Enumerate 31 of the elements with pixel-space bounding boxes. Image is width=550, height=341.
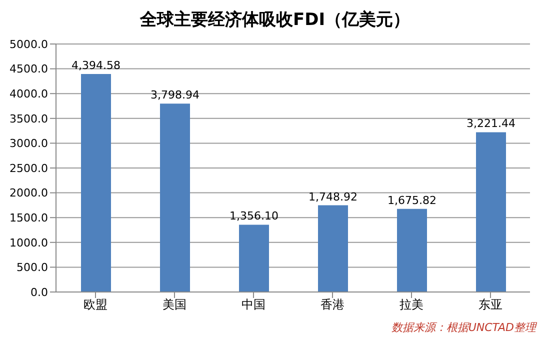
x-tick-label: 东亚 bbox=[478, 298, 502, 312]
y-tick-label: 4000.0 bbox=[10, 88, 48, 101]
y-tick-label: 2000.0 bbox=[10, 186, 48, 200]
bar bbox=[318, 205, 348, 292]
source-note: 数据来源：根据UNCTAD整理 bbox=[391, 320, 536, 335]
bar bbox=[397, 208, 427, 292]
data-label: 3,798.94 bbox=[150, 88, 200, 102]
y-tick-label: 4500.0 bbox=[10, 62, 48, 76]
bar bbox=[160, 104, 190, 292]
x-tick-label: 欧盟 bbox=[84, 298, 108, 312]
x-tick-label: 中国 bbox=[242, 298, 266, 312]
data-label: 1,675.82 bbox=[388, 194, 436, 207]
data-label: 3,221.44 bbox=[466, 117, 516, 130]
y-tick-label: 1500.0 bbox=[10, 212, 48, 225]
chart-title: 全球主要经济体吸收FDI（亿美元） bbox=[138, 9, 412, 32]
x-tick-label: 香港 bbox=[320, 298, 344, 312]
bar bbox=[476, 132, 506, 292]
y-tick-label: 3000.0 bbox=[10, 137, 48, 150]
y-tick-label: 1000.0 bbox=[10, 236, 48, 250]
y-tick-label: 500.0 bbox=[16, 261, 48, 274]
data-label: 1,356.10 bbox=[230, 210, 278, 223]
y-tick-label: 5000.0 bbox=[10, 38, 48, 51]
x-tick-label: 拉美 bbox=[400, 298, 424, 312]
bar bbox=[81, 74, 111, 292]
data-label: 4,394.58 bbox=[72, 59, 120, 72]
y-tick-label: 3500.0 bbox=[10, 112, 48, 126]
y-tick-label: 2500.0 bbox=[10, 162, 48, 175]
bar bbox=[239, 224, 269, 292]
x-tick-label: 美国 bbox=[162, 298, 186, 312]
data-label: 1,748.92 bbox=[308, 190, 358, 204]
y-tick-label: 0.0 bbox=[30, 286, 48, 299]
